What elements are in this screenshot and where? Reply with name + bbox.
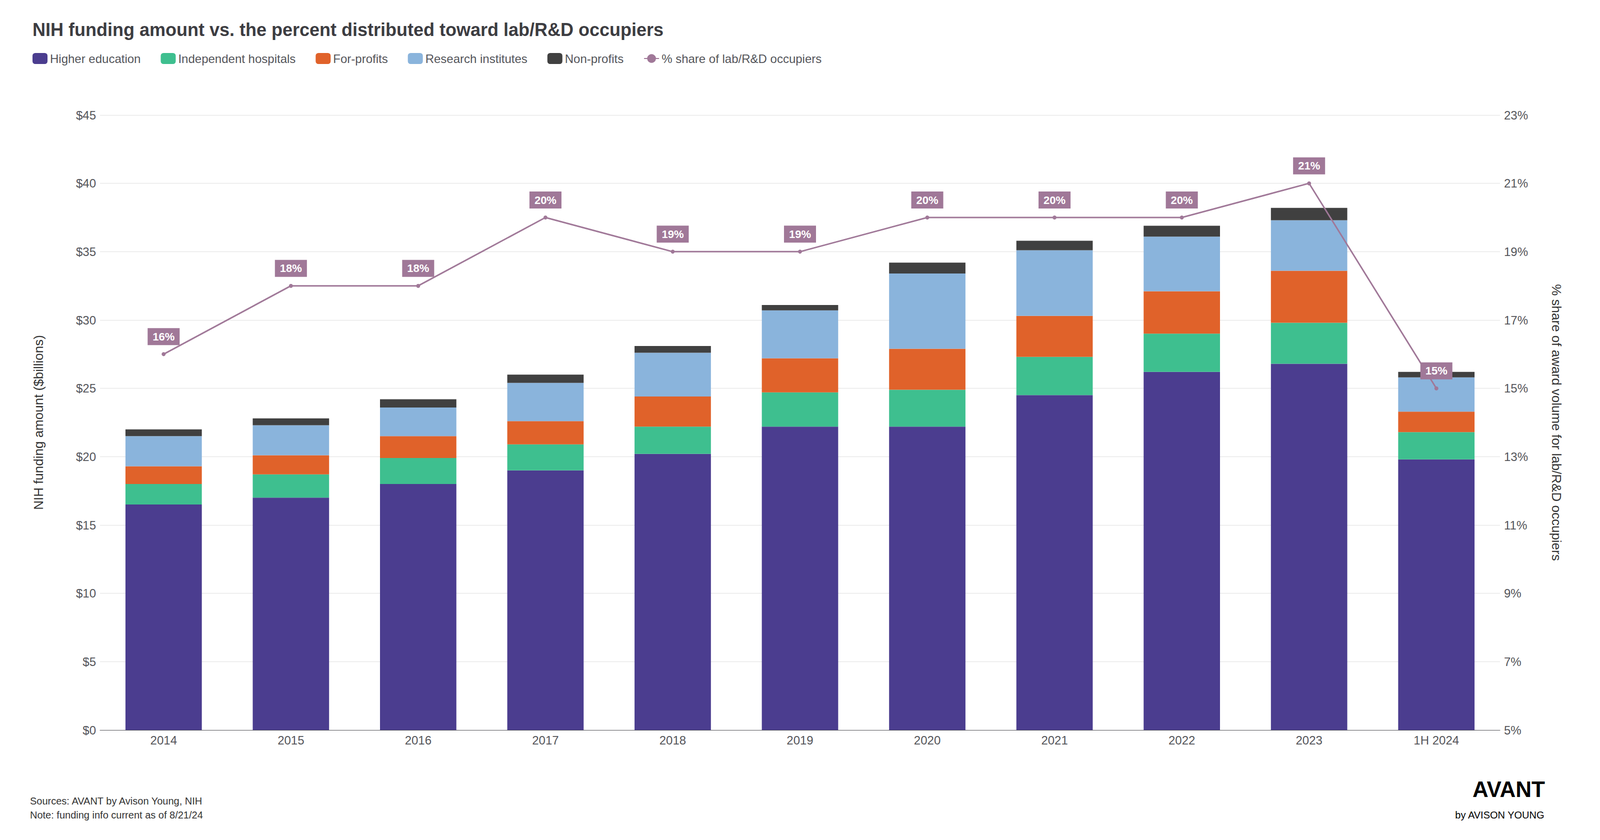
svg-text:11%: 11%	[1504, 518, 1527, 532]
svg-text:7%: 7%	[1504, 655, 1522, 669]
svg-text:20%: 20%	[1171, 194, 1193, 207]
svg-text:13%: 13%	[1504, 450, 1528, 464]
svg-text:Research institutes: Research institutes	[425, 52, 528, 66]
svg-text:Independent hospitals: Independent hospitals	[178, 52, 296, 66]
svg-text:9%: 9%	[1504, 586, 1522, 600]
svg-text:NIH funding amount vs. the per: NIH funding amount vs. the percent distr…	[32, 19, 664, 40]
svg-text:15%: 15%	[1425, 364, 1448, 377]
svg-text:18%: 18%	[280, 262, 302, 275]
svg-text:20%: 20%	[1043, 194, 1066, 207]
svg-text:$20: $20	[76, 450, 96, 464]
svg-text:2023: 2023	[1295, 733, 1322, 747]
svg-text:2017: 2017	[532, 733, 559, 747]
svg-text:2021: 2021	[1041, 733, 1068, 747]
svg-text:$5: $5	[82, 655, 96, 669]
svg-text:Higher education: Higher education	[50, 52, 141, 66]
svg-text:$45: $45	[76, 108, 96, 122]
svg-text:$40: $40	[76, 176, 96, 190]
svg-text:20%: 20%	[916, 194, 939, 207]
svg-text:2015: 2015	[277, 733, 304, 747]
svg-text:2020: 2020	[914, 733, 941, 747]
svg-text:% share of award volume for la: % share of award volume for lab/R&D occu…	[1549, 284, 1564, 561]
svg-text:21%: 21%	[1504, 176, 1528, 190]
svg-text:AVANT: AVANT	[1472, 777, 1545, 802]
svg-text:19%: 19%	[661, 228, 684, 241]
svg-text:18%: 18%	[407, 262, 429, 275]
svg-text:20%: 20%	[534, 194, 557, 207]
svg-text:19%: 19%	[789, 228, 811, 241]
svg-text:$35: $35	[76, 245, 96, 259]
svg-text:2016: 2016	[405, 733, 432, 747]
svg-text:% share of lab/R&D occupiers: % share of lab/R&D occupiers	[661, 52, 822, 66]
svg-text:$30: $30	[76, 313, 96, 327]
svg-text:23%: 23%	[1504, 108, 1528, 122]
svg-text:21%: 21%	[1298, 159, 1320, 172]
svg-text:2022: 2022	[1168, 733, 1195, 747]
svg-text:5%: 5%	[1504, 723, 1522, 737]
svg-text:17%: 17%	[1504, 313, 1528, 327]
svg-text:1H 2024: 1H 2024	[1413, 733, 1459, 747]
svg-text:Non-profits: Non-profits	[565, 52, 624, 66]
svg-text:by AVISON YOUNG: by AVISON YOUNG	[1455, 809, 1544, 821]
svg-text:19%: 19%	[1504, 245, 1528, 259]
svg-text:2018: 2018	[659, 733, 686, 747]
svg-text:Note: funding info current as: Note: funding info current as of 8/21/24	[30, 809, 203, 821]
svg-text:$25: $25	[76, 381, 96, 395]
svg-text:15%: 15%	[1504, 381, 1528, 395]
svg-text:16%: 16%	[152, 330, 175, 343]
svg-text:2019: 2019	[786, 733, 813, 747]
svg-text:$10: $10	[76, 586, 96, 600]
svg-text:NIH funding amount ($billions): NIH funding amount ($billions)	[31, 335, 46, 510]
svg-text:$0: $0	[82, 723, 96, 737]
svg-text:$15: $15	[76, 518, 96, 532]
svg-text:Sources: AVANT by Avison Young: Sources: AVANT by Avison Young, NIH	[30, 795, 202, 807]
svg-text:2014: 2014	[150, 733, 177, 747]
svg-text:For-profits: For-profits	[333, 52, 388, 66]
